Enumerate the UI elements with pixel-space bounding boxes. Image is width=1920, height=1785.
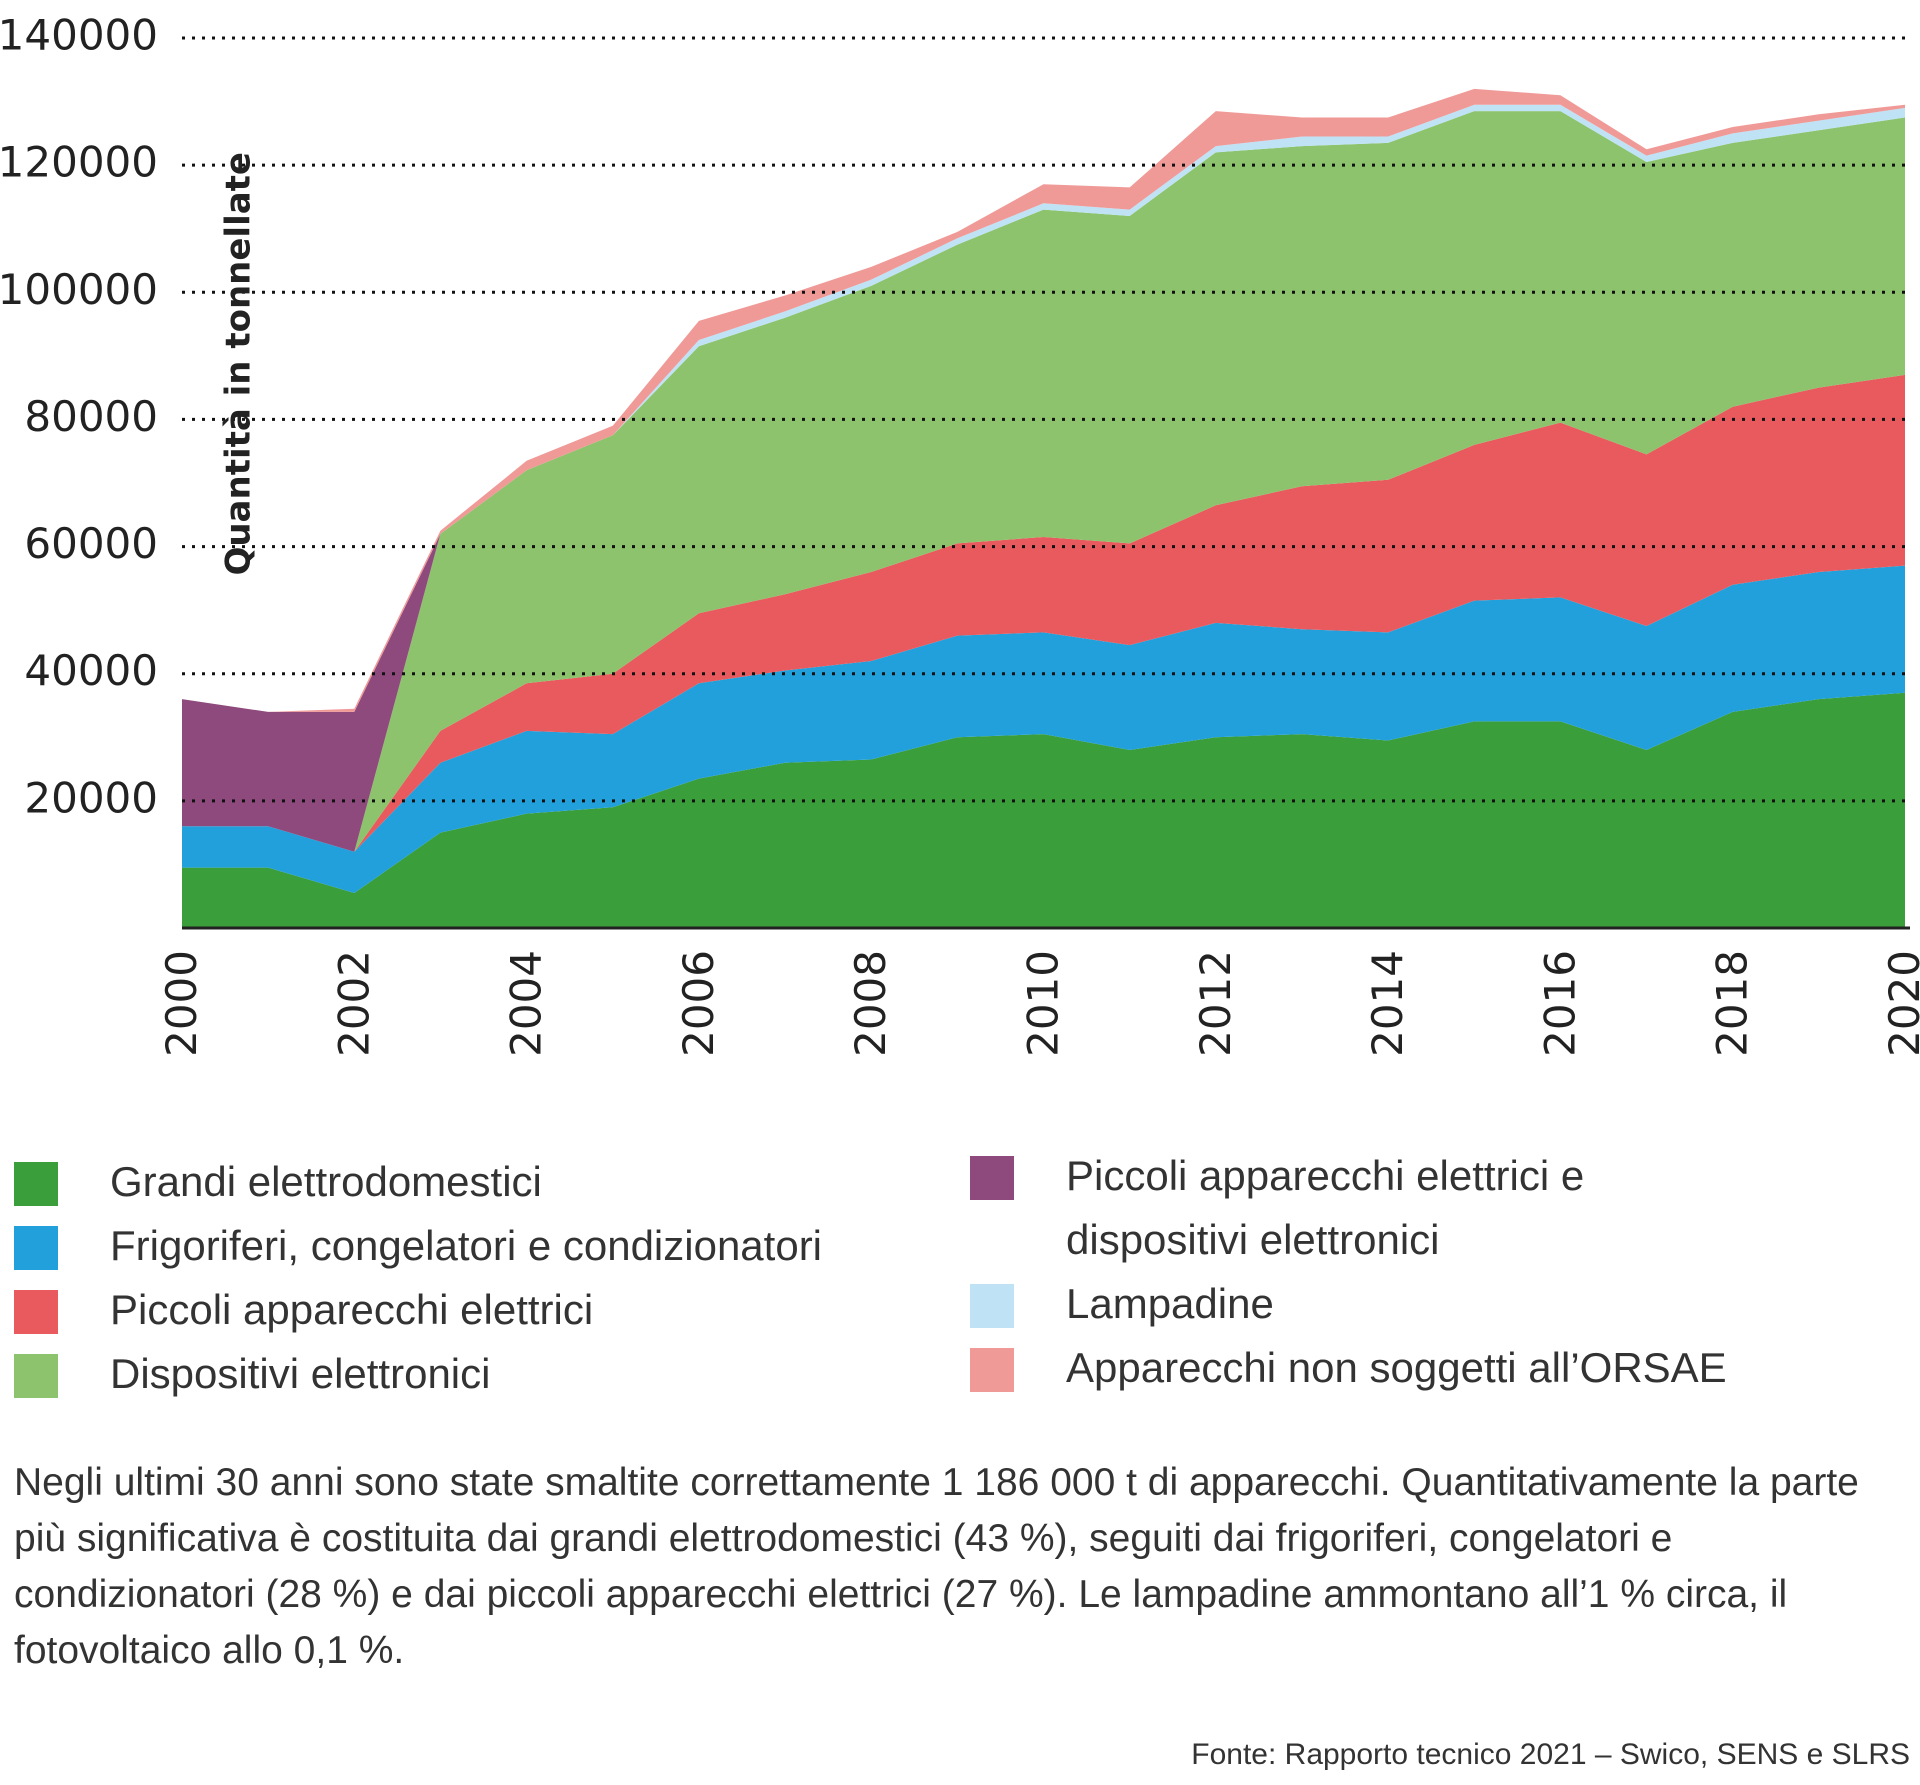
source-credit: Fonte: Rapporto tecnico 2021 – Swico, SE…	[1191, 1738, 1910, 1771]
y-axis-ticks: 20000 40000 60000 80000 100000 120000 140000	[0, 11, 158, 823]
y-tick-label: 140000	[0, 11, 158, 60]
x-tick-label: 2006	[674, 950, 723, 1057]
x-tick-label: 2020	[1880, 950, 1920, 1057]
legend-item-dispositivi-elettronici: Dispositivi elettronici	[14, 1350, 490, 1406]
x-tick-label: 2016	[1535, 950, 1584, 1057]
legend-swatch	[970, 1156, 1014, 1200]
legend-swatch	[14, 1354, 58, 1398]
area-series-2	[182, 374, 1905, 852]
x-tick-label: 2004	[502, 950, 551, 1057]
x-tick-label: 2014	[1363, 950, 1412, 1057]
legend-label: Lampadine	[1066, 1280, 1274, 1327]
legend-label: Apparecchi non soggetti all’ORSAE	[1066, 1344, 1727, 1391]
y-tick-label: 80000	[24, 392, 158, 441]
y-axis-label: Quantità in tonnellate	[219, 152, 259, 576]
legend-item-piccoli-e-dispositivi: Piccoli apparecchi elettrici e dispositi…	[970, 1152, 1630, 1272]
y-tick-label: 20000	[24, 773, 158, 822]
x-tick-label: 2012	[1191, 950, 1240, 1057]
legend-item-lampadine: Lampadine	[970, 1280, 1274, 1336]
area-series-4	[182, 111, 1905, 852]
stacked-area-chart: 2000 2002 2004 2006 2008 2010 2012 2014 2016 2018…	[0, 11, 1920, 1057]
legend-item-grandi-elettrodomestici: Grandi elettrodomestici	[14, 1158, 542, 1214]
area-layers	[182, 88, 1905, 928]
legend-swatch	[970, 1348, 1014, 1392]
y-tick-label: 60000	[24, 519, 158, 568]
legend-swatch	[14, 1226, 58, 1270]
area-series-3	[182, 111, 1905, 852]
legend: Grandi elettrodomestici Frigoriferi, con…	[0, 1140, 1920, 1400]
x-tick-label: 2000	[157, 950, 206, 1057]
legend-label: Piccoli apparecchi elettrici	[110, 1286, 594, 1333]
legend-swatch	[14, 1290, 58, 1334]
y-tick-label: 40000	[24, 646, 158, 695]
legend-label: Dispositivi elettronici	[110, 1350, 491, 1397]
legend-label: Frigoriferi, congelatori e condizionator…	[110, 1222, 823, 1269]
legend-item-piccoli-apparecchi: Piccoli apparecchi elettrici	[14, 1286, 593, 1342]
summary-note: Negli ultimi 30 anni sono state smaltite…	[14, 1461, 1859, 1672]
y-tick-label: 100000	[0, 265, 158, 314]
legend-swatch	[14, 1162, 58, 1206]
area-series-1	[182, 565, 1905, 893]
area-series-0	[182, 692, 1905, 928]
legend-item-frigoriferi: Frigoriferi, congelatori e condizionator…	[14, 1222, 822, 1278]
x-tick-label: 2018	[1708, 950, 1757, 1057]
y-tick-label: 120000	[0, 138, 158, 187]
x-tick-label: 2010	[1019, 950, 1068, 1057]
legend-label: Piccoli apparecchi elettrici e dispositi…	[1066, 1152, 1585, 1263]
x-tick-label: 2002	[329, 950, 378, 1057]
legend-swatch	[970, 1284, 1014, 1328]
x-tick-label: 2008	[846, 950, 895, 1057]
legend-label: Grandi elettrodomestici	[110, 1158, 542, 1205]
legend-item-apparecchi-non-soggetti: Apparecchi non soggetti all’ORSAE	[970, 1344, 1727, 1400]
gridlines	[182, 36, 1910, 803]
x-axis-ticks: 2000 2002 2004 2006 2008 2010 2012 2014 2016 2018…	[157, 950, 1920, 1057]
